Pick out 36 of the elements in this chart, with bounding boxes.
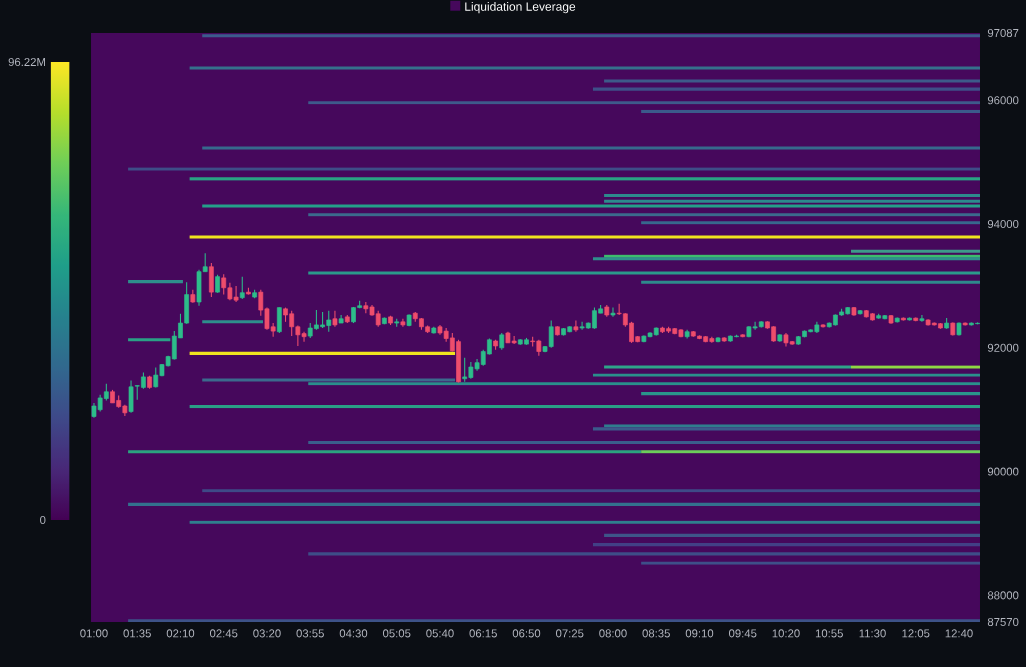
x-tick-label: 08:00 (599, 629, 627, 638)
color-bar-label: 96.22M (8, 57, 45, 66)
color-bar-label: 0 (40, 515, 46, 524)
candlestick (610, 307, 616, 318)
x-tick-label: 02:45 (209, 629, 238, 638)
y-tick-label: 94000 (987, 220, 1019, 229)
y-tick-label: 88000 (987, 591, 1019, 600)
x-tick-label: 12:05 (902, 629, 930, 638)
x-tick-label: 01:35 (123, 629, 151, 638)
x-tick-label: 01:00 (80, 629, 108, 638)
x-tick-label: 03:55 (296, 629, 324, 638)
y-tick-label: 97087 (987, 28, 1019, 37)
y-tick-label: 96000 (987, 96, 1019, 105)
x-tick-label: 10:20 (772, 629, 800, 638)
candlestick (239, 276, 245, 300)
x-tick-label: 06:15 (469, 629, 497, 638)
y-tick-label: 90000 (987, 467, 1019, 476)
x-tick-label: 09:45 (728, 629, 757, 638)
x-tick-label: 11:30 (859, 629, 886, 638)
x-tick-label: 10:55 (815, 629, 843, 638)
x-tick-label: 05:40 (426, 629, 454, 638)
x-tick-label: 03:20 (253, 629, 281, 638)
x-tick-label: 08:35 (642, 629, 670, 638)
legend-label: Liquidation Leverage (465, 2, 576, 14)
x-tick-label: 07:25 (555, 629, 584, 638)
x-tick-label: 05:05 (382, 629, 411, 638)
y-tick-label: 92000 (987, 343, 1019, 352)
x-tick-label: 06:50 (512, 629, 541, 638)
y-tick-label: 87570 (987, 617, 1019, 626)
candlestick (332, 310, 338, 328)
x-tick-label: 12:40 (945, 629, 973, 638)
candlestick (573, 320, 579, 333)
x-tick-label: 02:10 (166, 629, 195, 638)
x-tick-label: 04:30 (339, 629, 368, 638)
x-tick-label: 09:10 (685, 629, 714, 638)
candlestick (919, 314, 925, 323)
